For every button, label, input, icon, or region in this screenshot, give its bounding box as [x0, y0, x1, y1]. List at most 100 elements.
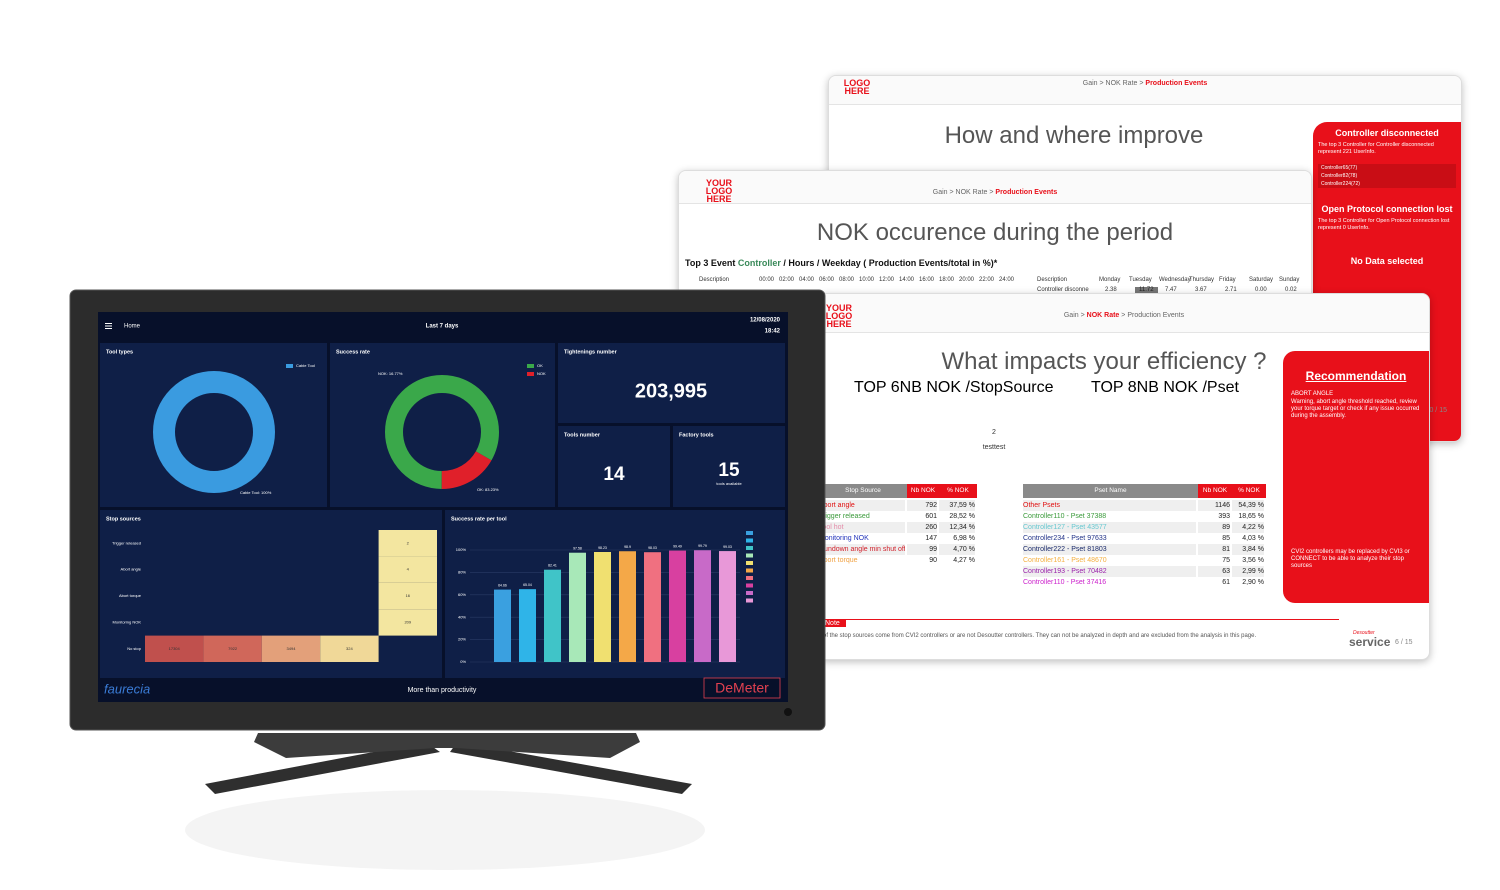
- recommendation-text: Warning, abort angle threshold reached, …: [1291, 399, 1420, 419]
- middle-label: 2: [992, 429, 996, 436]
- bar: [644, 552, 661, 662]
- panel-title: Success rate: [336, 349, 370, 355]
- legend-swatch: [746, 561, 753, 565]
- table-cell: Abort torque: [819, 555, 905, 566]
- table-header: Saturday: [1249, 277, 1274, 283]
- cell-label: 4: [407, 567, 410, 572]
- row-label: Abort torque: [119, 593, 142, 598]
- kpi-value: 14: [603, 464, 625, 485]
- bar: [494, 589, 511, 662]
- note-label: Note: [819, 620, 846, 627]
- table-cell: 85: [1198, 533, 1230, 544]
- table-cell: 3,56 %: [1232, 555, 1264, 566]
- legend-swatch: [527, 372, 534, 376]
- subtitle: Top 3 Event Controller / Hours / Weekday…: [685, 258, 997, 268]
- bar: [694, 550, 711, 662]
- date: 12/08/2020: [750, 318, 781, 324]
- donut-segment: [385, 375, 499, 489]
- y-tick-label: 0%: [460, 659, 466, 664]
- bar: [569, 552, 586, 662]
- legend-swatch: [746, 553, 753, 558]
- value-label: 65.04: [523, 583, 532, 587]
- table-header: 04:00: [799, 277, 815, 283]
- logo: LOGO HERE: [843, 78, 871, 96]
- value-label: 98.9: [624, 545, 631, 549]
- y-tick-label: 40%: [458, 614, 466, 619]
- value-label: 99.79: [698, 544, 707, 548]
- panel-text: The top 3 Controller for Open Protocol c…: [1318, 218, 1450, 231]
- recommendation-title: Recommendation: [1305, 369, 1407, 383]
- table-header: 24:00: [999, 277, 1015, 283]
- donut-label: Pset: [1206, 379, 1239, 396]
- table-cell: Abort angle: [819, 500, 905, 511]
- table-header: Tuesday: [1129, 277, 1152, 283]
- donut-segment: [385, 375, 499, 489]
- header: [819, 294, 1429, 333]
- donut-label: StopSource: [969, 379, 1054, 396]
- value-label: 99.49: [673, 544, 682, 548]
- table-cell: Controller110 - Pset 37388: [1023, 511, 1196, 522]
- legend-swatch: [746, 531, 753, 535]
- table-cell: 6,98 %: [939, 533, 975, 544]
- table-cell: 12,34 %: [939, 522, 975, 533]
- table-cell: Controller127 - Pset 43577: [1023, 522, 1196, 533]
- subtitle-prefix: Top 3 Event: [685, 258, 736, 268]
- table-cell: 7.47: [1165, 287, 1177, 293]
- header: [829, 76, 1461, 105]
- y-tick-label: 100%: [456, 547, 467, 552]
- table-cell: 260: [907, 522, 937, 533]
- donut-label: TOP 8: [1091, 379, 1137, 396]
- subtitle-rest: / Hours / Weekday ( Production Events/to…: [783, 258, 998, 268]
- stand-leg: [450, 745, 692, 794]
- recommendation-heading: ABORT ANGLE: [1291, 391, 1334, 397]
- panel: [558, 426, 670, 507]
- table-cell: Controller disconne: [1037, 287, 1089, 293]
- row-label: No stop: [127, 646, 142, 651]
- crumb-current: Production Events: [995, 189, 1058, 196]
- table-cell: 147: [907, 533, 937, 544]
- crumb-current: Production Events: [1145, 80, 1208, 87]
- power-button[interactable]: [784, 708, 792, 716]
- table-header: Friday: [1219, 277, 1236, 283]
- bar: [544, 569, 561, 662]
- table-cell: 601: [907, 511, 937, 522]
- table-cell: Rundown angle min shut off: [819, 544, 905, 555]
- menu-icon[interactable]: [105, 323, 112, 329]
- heat-cell: [203, 635, 262, 662]
- table-cell: 18,65 %: [1232, 511, 1264, 522]
- table-header: % NOK: [1232, 484, 1266, 498]
- slide-title: What impacts your efficiency ?: [941, 348, 1267, 375]
- legend-label: NOK: [537, 371, 546, 376]
- table-header: % NOK: [939, 484, 977, 498]
- table-cell: 54,39 %: [1232, 500, 1264, 511]
- panel-title: Factory tools: [679, 432, 714, 438]
- cell-label: 17304: [169, 646, 181, 651]
- table-header: 06:00: [819, 277, 835, 283]
- subtitle-key: Controller: [737, 258, 781, 268]
- value-label: 99.03: [723, 545, 732, 549]
- table-cell: 89: [1198, 522, 1230, 533]
- panel-title: Success rate per tool: [451, 516, 507, 522]
- panel: [673, 426, 785, 507]
- panel-heading: Open Protocol connection lost: [1321, 204, 1453, 214]
- table-header: 10:00: [859, 277, 875, 283]
- legend-swatch: [286, 364, 293, 368]
- legend-swatch: [746, 598, 753, 603]
- table-header: 02:00: [779, 277, 795, 283]
- donut-label: Cable Tool: 100%: [240, 490, 272, 495]
- recommendation-note: CVI2 controllers may be replaced by CVI3…: [1291, 549, 1410, 569]
- cell-label: 16: [406, 593, 411, 598]
- crumb: > Production Events: [1121, 312, 1185, 319]
- table-cell: Controller161 - Pset 48670: [1023, 555, 1196, 566]
- heat-cell: [378, 582, 437, 610]
- table-cell: 1146: [1198, 500, 1230, 511]
- panel-text: The top 3 Controller for Controller disc…: [1318, 142, 1434, 155]
- table-cell: 90: [907, 555, 937, 566]
- table-header: Description: [1037, 277, 1068, 283]
- table-header: Monday: [1099, 277, 1121, 283]
- panel-item: Controller65(77): [1318, 164, 1456, 172]
- table-cell: Controller234 - Pset 97633: [1023, 533, 1196, 544]
- legend-swatch: [746, 576, 753, 580]
- table-cell: Controller222 - Pset 81803: [1023, 544, 1196, 555]
